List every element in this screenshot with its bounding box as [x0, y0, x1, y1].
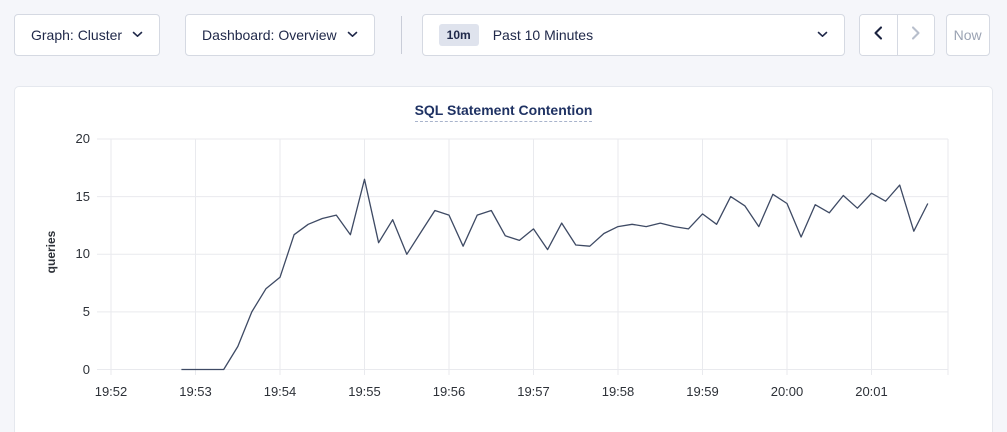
x-tick-label: 19:55 [348, 384, 381, 399]
dashboard-dropdown-label: Dashboard: Overview [202, 26, 337, 43]
y-tick-label: 10 [75, 246, 90, 262]
chart-title-link[interactable]: SQL Statement Contention [414, 102, 593, 122]
chevron-down-icon [817, 31, 828, 38]
time-range-badge: 10m [438, 23, 479, 46]
time-window-arrows [858, 13, 935, 56]
x-tick-label: 19:58 [601, 384, 635, 399]
x-tick-label: 20:01 [855, 384, 888, 399]
dashboard-dropdown[interactable]: Dashboard: Overview [185, 13, 375, 56]
time-range-dropdown[interactable]: 10m Past 10 Minutes [421, 13, 845, 56]
x-tick-label: 20:00 [770, 384, 804, 399]
previous-time-window-button[interactable] [859, 14, 897, 55]
time-range-label: Past 10 Minutes [492, 26, 594, 43]
y-tick-label: 5 [82, 303, 90, 319]
toolbar-divider [400, 15, 402, 54]
x-tick-label: 19:52 [94, 384, 128, 399]
toolbar: Graph: Cluster Dashboard: Overview 10m P… [0, 0, 1007, 56]
chart-panel: SQL Statement Contention queries 0 5 10 15 2… [14, 86, 993, 432]
next-time-window-button[interactable] [896, 14, 934, 55]
chart-title-row: SQL Statement Contention [15, 87, 992, 122]
graph-dropdown-label: Graph: Cluster [31, 26, 123, 43]
y-tick-label: 20 [75, 131, 90, 146]
line-chart: queries 0 5 10 15 20 19:52 19:53 19:54 19:55 19:5… [15, 121, 992, 421]
now-button[interactable]: Now [945, 13, 990, 56]
graph-dropdown[interactable]: Graph: Cluster [14, 13, 161, 56]
x-tick-label: 19:54 [263, 384, 297, 399]
y-tick-label: 15 [75, 188, 90, 204]
chevron-left-icon [873, 26, 883, 43]
chevron-down-icon [132, 31, 143, 38]
x-tick-label: 19:53 [179, 384, 212, 399]
x-tick-label: 19:57 [517, 384, 550, 399]
chevron-down-icon [347, 31, 358, 38]
chevron-right-icon [911, 26, 921, 43]
x-tick-label: 19:56 [432, 384, 466, 399]
x-tick-label: 19:59 [686, 384, 719, 399]
now-button-label: Now [953, 26, 982, 43]
data-series-line [181, 178, 929, 371]
plot-area[interactable] [97, 138, 951, 380]
y-tick-label: 0 [82, 361, 90, 377]
